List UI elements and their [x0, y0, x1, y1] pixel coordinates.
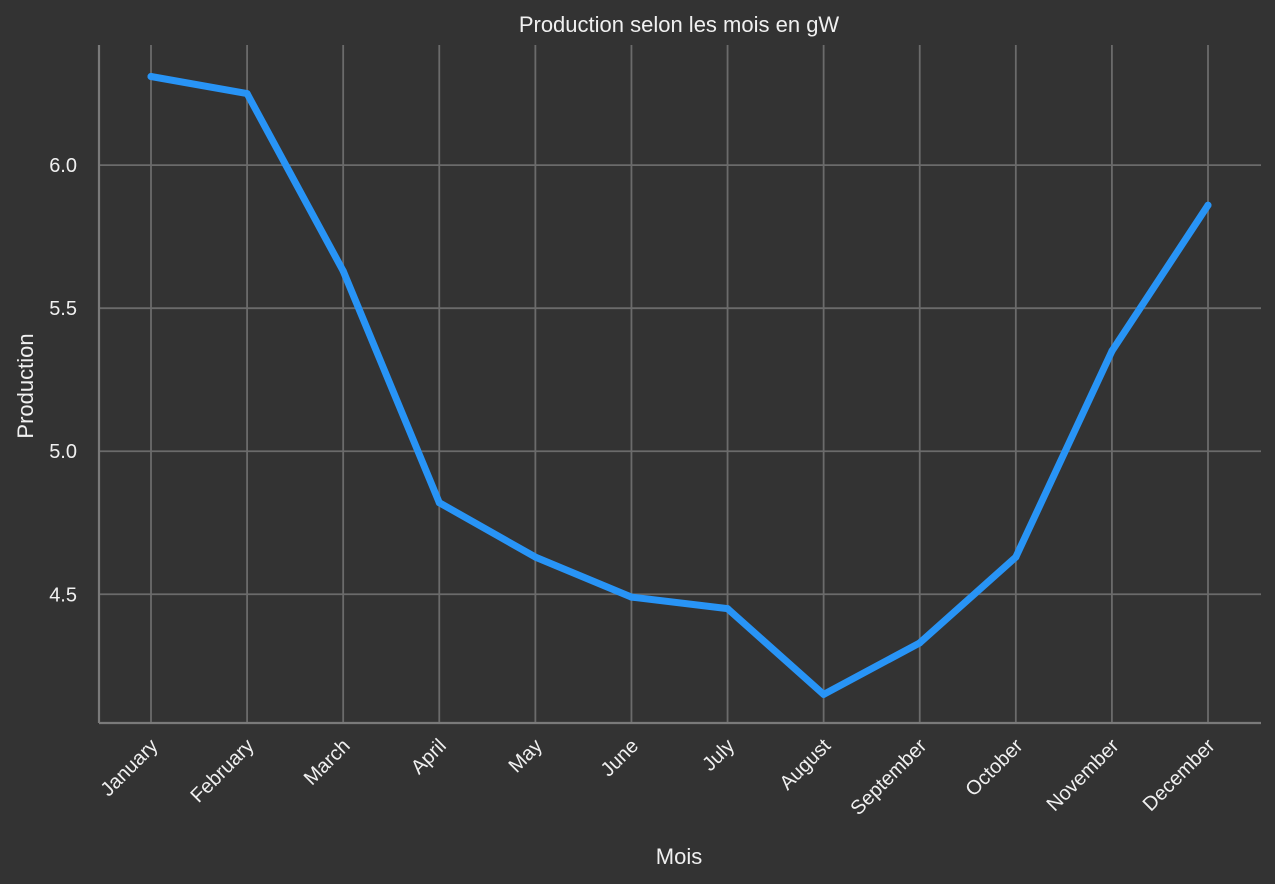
data-point [1204, 201, 1212, 209]
x-tick-label: May [505, 735, 547, 777]
y-tick-label: 4.5 [49, 584, 77, 606]
x-tick-label: November [1043, 735, 1124, 816]
series-line [147, 73, 1212, 698]
y-tick-label: 6.0 [49, 155, 77, 177]
x-tick-label: December [1139, 735, 1220, 816]
data-point [147, 72, 155, 80]
data-point [435, 499, 443, 507]
x-tick-label: April [407, 735, 451, 779]
y-axis-label: Production [13, 333, 38, 438]
x-tick-label: October [961, 735, 1027, 801]
data-point [627, 593, 635, 601]
data-point [1108, 347, 1116, 355]
y-tick-label: 5.0 [49, 441, 77, 463]
data-point [339, 267, 347, 275]
data-point [724, 605, 732, 613]
x-tick-label: June [597, 735, 643, 781]
data-point [820, 690, 828, 698]
chart-title: Production selon les mois en gW [519, 12, 840, 37]
data-point [916, 639, 924, 647]
tick-labels: 4.5 5.0 5.5 6.0 January February March April May… [49, 155, 1220, 820]
y-tick-label: 5.5 [49, 298, 77, 320]
data-point [243, 90, 251, 98]
x-tick-label: February [186, 735, 258, 807]
axes-spines [97, 45, 1261, 725]
series-layer [147, 72, 1212, 698]
x-tick-label: March [300, 735, 355, 790]
x-tick-label: January [97, 735, 163, 801]
data-point [1012, 553, 1020, 561]
x-tick-label: September [847, 735, 932, 820]
data-point [531, 553, 539, 561]
x-tick-label: August [776, 735, 836, 795]
x-tick-label: July [698, 735, 739, 776]
x-axis-label: Mois [656, 844, 702, 869]
